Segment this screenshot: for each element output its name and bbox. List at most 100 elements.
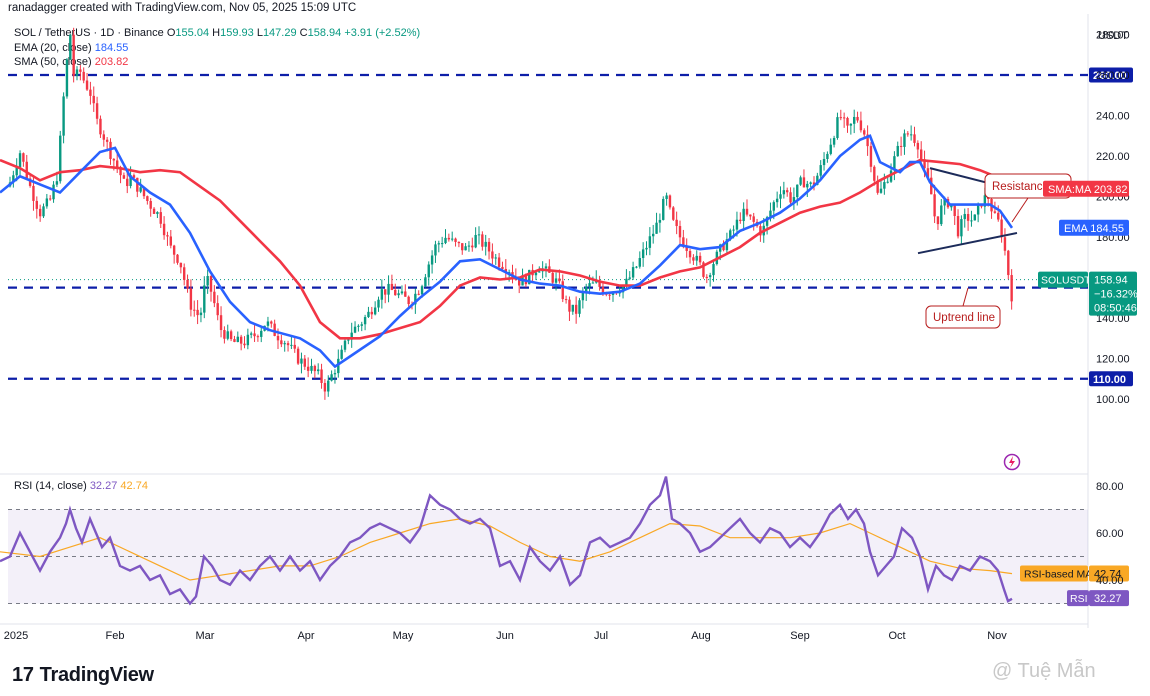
candle-body xyxy=(786,190,789,193)
candle-body xyxy=(320,369,323,383)
candle-body xyxy=(869,146,873,167)
candle-body xyxy=(82,71,85,81)
candle-body xyxy=(300,358,303,364)
rsi-value-badge xyxy=(1089,590,1129,607)
candle-body xyxy=(585,286,588,293)
moving-averages xyxy=(0,134,1014,369)
candle-body xyxy=(933,194,936,217)
candle-body xyxy=(122,175,126,179)
rsi-badge-label: RSI xyxy=(1070,593,1088,605)
candle-body xyxy=(574,304,578,314)
time-tick-label: Sep xyxy=(790,630,810,642)
candle-body xyxy=(229,331,233,340)
sma-legend-row[interactable]: SMA (50, close) 203.82 xyxy=(14,55,420,70)
symbol-badge-label: SOLUSDT xyxy=(1041,275,1091,287)
candle-body xyxy=(266,321,270,326)
candle-body xyxy=(692,257,695,261)
candle-body xyxy=(38,208,42,217)
candle-body xyxy=(367,311,370,318)
candle-body xyxy=(564,299,568,301)
candle-body xyxy=(682,237,685,247)
candle-body xyxy=(136,177,139,192)
candles xyxy=(8,27,1013,400)
candle-body xyxy=(313,365,317,372)
candle-body xyxy=(966,214,970,221)
low-label: L xyxy=(256,27,263,39)
candle-body xyxy=(250,333,253,335)
candle-body xyxy=(119,167,122,176)
candle-body xyxy=(1007,250,1010,276)
candle-body xyxy=(970,220,973,222)
ema-legend-row[interactable]: EMA (20, close) 184.55 xyxy=(14,41,420,56)
candle-body xyxy=(273,323,276,336)
candle-body xyxy=(142,187,146,197)
rsi-tick-label: 60.00 xyxy=(1096,528,1124,540)
candle-body xyxy=(491,251,494,259)
candle-body xyxy=(501,266,504,269)
rsi-legend[interactable]: RSI (14, close) 32.27 42.74 xyxy=(14,480,148,492)
candle-body xyxy=(538,271,541,273)
candle-body xyxy=(883,182,886,189)
close-value: 158.94 xyxy=(307,27,342,39)
candle-body xyxy=(253,333,256,337)
candle-body xyxy=(997,212,1000,220)
candle-body xyxy=(286,343,290,346)
candle-body xyxy=(732,229,735,231)
candle-body xyxy=(179,262,183,268)
symbol-title[interactable]: SOL / TetherUS · 1D · Binance xyxy=(14,27,164,39)
candle-body xyxy=(293,344,296,349)
price-tick-label: 100.00 xyxy=(1096,394,1130,406)
last-price-badge xyxy=(1089,271,1137,316)
candle-body xyxy=(370,311,373,315)
candle-body xyxy=(896,145,899,157)
candle-body xyxy=(457,241,461,244)
last-price-timer: 08:50:46 xyxy=(1094,303,1137,315)
candle-body xyxy=(588,283,591,287)
candle-body xyxy=(434,244,437,256)
candle-body xyxy=(323,382,327,392)
candle-body xyxy=(849,123,853,126)
candle-body xyxy=(62,96,65,136)
candle-body xyxy=(162,223,166,236)
candle-body xyxy=(772,202,775,211)
candle-body xyxy=(802,177,806,188)
candle-body xyxy=(578,300,581,314)
candle-body xyxy=(377,299,380,308)
candle-body xyxy=(52,184,55,200)
tradingview-logo[interactable]: 17 TradingView xyxy=(12,664,154,687)
candle-body xyxy=(708,275,712,278)
rsi-tick-label: 80.00 xyxy=(1096,481,1124,493)
candle-body xyxy=(648,236,652,248)
candle-body xyxy=(621,285,625,293)
candle-body xyxy=(260,330,263,337)
candle-body xyxy=(444,237,447,244)
candle-body xyxy=(973,214,976,221)
candle-body xyxy=(819,165,822,176)
candle-body xyxy=(407,296,410,305)
candle-body xyxy=(477,234,481,236)
candle-body xyxy=(49,198,52,200)
candle-body xyxy=(893,156,896,171)
candle-body xyxy=(203,285,206,313)
symbol-badge xyxy=(1038,271,1088,288)
sma-badge-label: SMA:MA 203.82 xyxy=(1048,184,1128,196)
candle-body xyxy=(440,243,444,245)
candle-body xyxy=(333,373,337,375)
level-badge xyxy=(1089,67,1133,83)
rsi-ma-badge-label: RSI-based MA xyxy=(1024,569,1092,581)
candle-body xyxy=(394,289,397,296)
time-tick-label: Apr xyxy=(297,630,314,642)
candle-body xyxy=(963,214,966,220)
candle-body xyxy=(387,283,390,295)
candle-body xyxy=(430,255,434,265)
watermark: @ Tuệ Mẫn xyxy=(992,660,1096,682)
candle-body xyxy=(940,205,943,225)
candle-body xyxy=(735,219,739,230)
rsi-ma-value: 42.74 xyxy=(1094,569,1122,581)
currency-label[interactable]: USDT xyxy=(1098,30,1128,42)
lightning-icon xyxy=(1003,453,1021,471)
candle-body xyxy=(829,144,832,154)
candle-body xyxy=(270,321,273,324)
level-badge-label: 110.00 xyxy=(1093,374,1126,386)
